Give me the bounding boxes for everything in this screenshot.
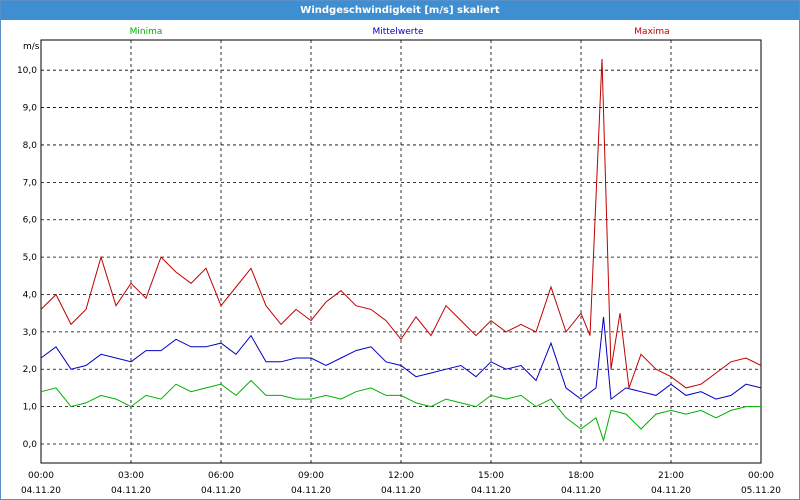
- y-tick-label: 5,0: [23, 253, 38, 263]
- y-tick-label: 1,0: [23, 403, 38, 413]
- legend-mittelwerte: Mittelwerte: [372, 27, 423, 37]
- x-tick-time: 12:00: [388, 471, 414, 481]
- y-tick-label: 9,0: [23, 104, 38, 114]
- x-tick-date: 04.11.20: [21, 486, 61, 496]
- y-tick-label: 10,0: [17, 66, 37, 76]
- legend-minima: Minima: [130, 27, 163, 37]
- x-tick-date: 05.11.20: [741, 486, 781, 496]
- x-tick-date: 04.11.20: [111, 486, 151, 496]
- series-line-maxima: [40, 58, 762, 389]
- window-title: Windgeschwindigkeit [m/s] skaliert: [1, 1, 799, 20]
- chart-grid: [40, 39, 762, 464]
- x-tick-date: 04.11.20: [561, 486, 601, 496]
- x-tick-date: 04.11.20: [291, 486, 331, 496]
- series-line-mittelwerte: [40, 316, 762, 401]
- x-tick-time: 18:00: [568, 471, 594, 481]
- y-axis-label: m/s: [23, 42, 40, 52]
- x-tick-time: 06:00: [208, 471, 234, 481]
- x-axis-ticks: 00:00 04.11.20 03:00 04.11.20 06:00 04.11.20 0…: [21, 471, 781, 496]
- x-tick-date: 04.11.20: [201, 486, 241, 496]
- y-tick-label: 7,0: [23, 178, 38, 188]
- x-tick-time: 00:00: [748, 471, 774, 481]
- y-tick-label: 8,0: [23, 141, 38, 151]
- y-tick-label: 6,0: [23, 216, 38, 226]
- x-tick-date: 04.11.20: [651, 486, 691, 496]
- y-tick-label: 4,0: [23, 290, 38, 300]
- y-tick-label: 2,0: [23, 365, 38, 375]
- x-tick-date: 04.11.20: [471, 486, 511, 496]
- y-axis-ticks: 0,0 1,0 2,0 3,0 4,0 5,0 6,0 7,0 8,0 9,0 10,0: [17, 66, 37, 450]
- x-tick-date: 04.11.20: [381, 486, 421, 496]
- y-tick-label: 0,0: [23, 440, 38, 450]
- x-tick-time: 03:00: [118, 471, 144, 481]
- x-tick-time: 09:00: [298, 471, 324, 481]
- legend-maxima: Maxima: [634, 27, 669, 37]
- chart-series: [40, 58, 762, 443]
- x-tick-time: 15:00: [478, 471, 504, 481]
- series-line-minima: [40, 379, 761, 443]
- y-tick-label: 3,0: [23, 328, 38, 338]
- x-tick-time: 21:00: [658, 471, 684, 481]
- x-tick-time: 00:00: [28, 471, 54, 481]
